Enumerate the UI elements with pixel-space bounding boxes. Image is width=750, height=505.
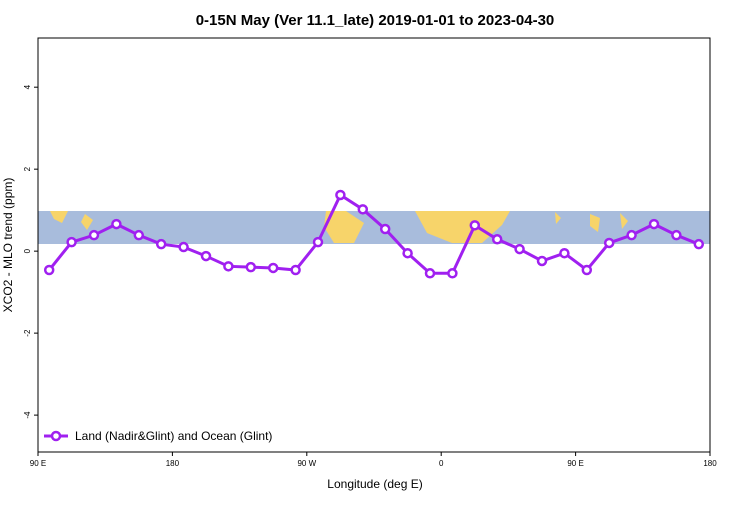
y-tick-label: 0 [23,248,32,253]
point [245,261,257,273]
point [581,264,593,276]
x-tick-label: 0 [439,459,444,468]
point [133,229,145,241]
point [514,243,525,255]
point [603,237,615,249]
x-tick-label: 180 [703,459,717,468]
point [357,204,369,215]
point [559,247,570,259]
point [312,236,324,248]
point [111,218,122,230]
land [50,211,628,243]
x-tick-label: 90 E [30,459,46,468]
y-axis-label: XCO2 - MLO trend (ppm) [1,178,15,313]
point [447,268,458,279]
point [648,218,660,230]
point [200,250,212,262]
point [290,264,301,276]
point [43,264,55,276]
y-tick-label: 2 [23,166,32,171]
point [402,247,413,259]
point [223,261,234,272]
point [335,189,346,201]
y-tick-label: -2 [23,329,32,337]
plot-frame [37,37,711,453]
x-tick-label: 180 [166,459,180,468]
legend-marker [50,430,62,442]
point [66,236,77,248]
point [693,238,705,250]
y-tick-label: -4 [23,411,32,419]
point [267,262,279,274]
y-tick-label: 4 [23,84,32,89]
point [469,220,481,231]
x-tick-label: 90 W [297,459,316,468]
x-tick-label: 90 E [567,459,583,468]
point [491,234,503,245]
point [155,238,167,250]
point [626,229,637,241]
point [178,241,189,253]
chart-title: 0-15N May (Ver 11.1_late) 2019-01-01 to … [196,12,555,29]
x-axis-label: Longitude (deg E) [327,477,422,491]
legend-label: Land (Nadir&Glint) and Ocean (Glint) [75,429,272,443]
point [671,229,682,241]
point [536,255,548,267]
point [88,229,100,241]
point [424,268,436,279]
point [379,223,391,235]
